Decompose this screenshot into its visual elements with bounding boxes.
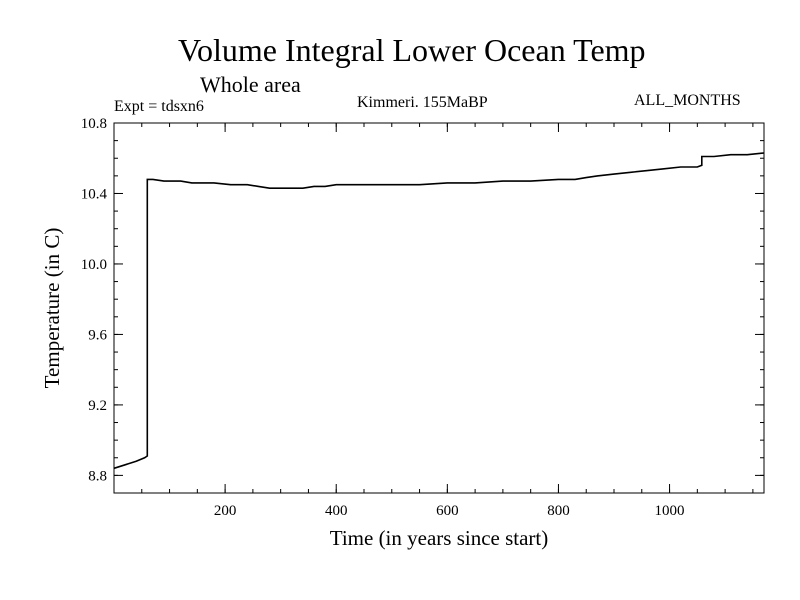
x-tick-label: 200	[214, 503, 237, 519]
y-tick-label: 10.4	[81, 186, 108, 202]
x-tick-label: 600	[436, 503, 459, 519]
x-tick-labels: 200 400 600 800 1000	[214, 503, 685, 519]
major-ticks	[114, 122, 764, 493]
series-group	[113, 152, 765, 470]
y-tick-label: 10.0	[81, 257, 107, 273]
period-label: Kimmeri. 155MaBP	[357, 94, 488, 111]
y-tick-label: 9.2	[88, 398, 107, 414]
y-tick-label: 8.8	[88, 468, 107, 484]
y-axis-label: Temperature (in C)	[40, 228, 64, 389]
minor-ticks	[114, 122, 764, 493]
months-label: ALL_MONTHS	[634, 92, 741, 109]
x-tick-label: 1000	[655, 503, 685, 519]
chart-title: Volume Integral Lower Ocean Temp	[178, 32, 646, 68]
x-tick-label: 400	[325, 503, 348, 519]
series-line	[113, 152, 765, 470]
y-tick-label: 10.8	[81, 116, 107, 132]
y-tick-label: 9.6	[88, 327, 107, 343]
x-axis-label: Time (in years since start)	[330, 526, 549, 550]
y-tick-labels: 8.8 9.2 9.6 10.0 10.4 10.8	[81, 116, 108, 484]
x-tick-label: 800	[547, 503, 570, 519]
chart-subtitle: Whole area	[200, 72, 301, 97]
plot-frame	[113, 122, 765, 494]
experiment-label: Expt = tdsxn6	[114, 98, 204, 115]
